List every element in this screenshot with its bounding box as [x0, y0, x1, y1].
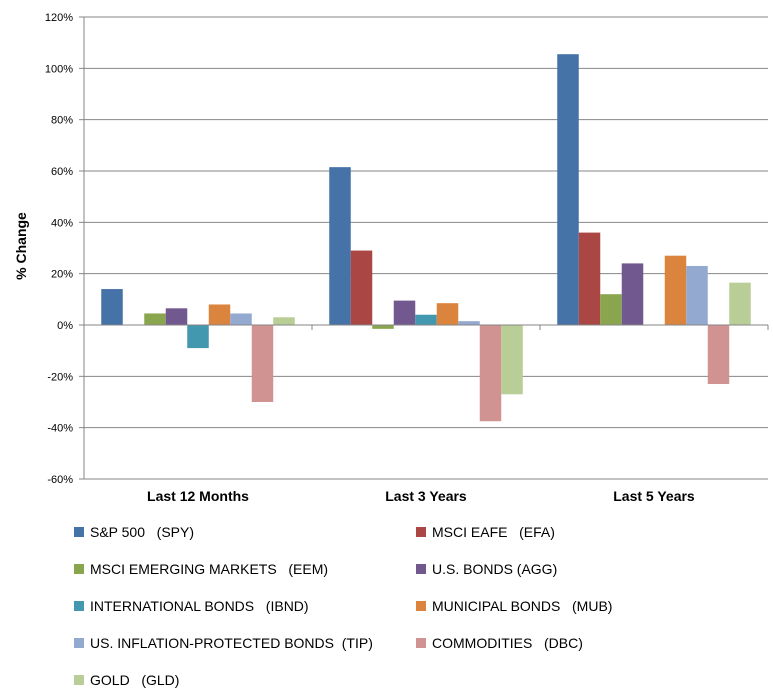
bar — [729, 282, 751, 325]
bars — [101, 54, 751, 422]
y-tick-label: 20% — [51, 269, 73, 281]
bar — [415, 314, 437, 325]
y-tick-label: -20% — [47, 371, 73, 383]
bar — [329, 167, 351, 325]
x-category-label: Last 5 Years — [613, 488, 695, 504]
legend-item: COMMODITIES (DBC) — [416, 635, 583, 651]
legend-swatch — [74, 675, 84, 685]
bar — [578, 232, 601, 325]
legend-item: INTERNATIONAL BONDS (IBND) — [74, 598, 309, 614]
y-tick-label: 0% — [57, 320, 73, 332]
y-tick-label: 40% — [51, 217, 73, 229]
bar — [372, 325, 394, 329]
bar — [621, 263, 644, 325]
legend-swatch — [416, 638, 426, 648]
legend-item: MUNICIPAL BONDS (MUB) — [416, 598, 612, 614]
y-tick-label: 120% — [45, 12, 73, 24]
legend-label: S&P 500 (SPY) — [90, 524, 195, 540]
legend-swatch — [74, 527, 84, 537]
bar — [101, 289, 123, 325]
bar — [436, 303, 459, 325]
y-tick-label: -40% — [47, 423, 73, 435]
legend-item: MSCI EAFE (EFA) — [416, 524, 555, 540]
legend-label: MSCI EMERGING MARKETS (EEM) — [90, 561, 329, 577]
legend-item: S&P 500 (SPY) — [74, 524, 194, 540]
bar — [165, 308, 188, 325]
bar — [251, 325, 274, 402]
legend-label: U.S. BONDS (AGG) — [432, 561, 558, 577]
legend-item: U.S. BONDS (AGG) — [416, 561, 557, 577]
y-axis-label: % Change — [13, 212, 29, 280]
legend-swatch — [74, 601, 84, 611]
legend-swatch — [416, 564, 426, 574]
bar — [208, 304, 231, 325]
y-tick-label: -60% — [47, 474, 73, 486]
y-axis-ticks: -60% -40% -20% 0% 20% 40% 60% 80% 100% 120% — [45, 12, 85, 486]
legend-label: MSCI EAFE (EFA) — [432, 524, 555, 540]
bar — [501, 325, 523, 395]
y-tick-label: 60% — [51, 166, 73, 178]
bar — [664, 255, 687, 325]
bar — [350, 250, 373, 325]
bar — [557, 54, 579, 325]
bar — [479, 325, 502, 422]
legend-label: GOLD (GLD) — [90, 672, 180, 688]
bar — [458, 321, 480, 325]
legend-label: INTERNATIONAL BONDS (IBND) — [90, 598, 309, 614]
bar-chart: -60% -40% -20% 0% 20% 40% 60% 80% 100% 120% Last … — [13, 12, 769, 504]
legend-label: COMMODITIES (DBC) — [432, 635, 583, 651]
bar — [187, 325, 209, 349]
x-category-label: Last 3 Years — [385, 488, 467, 504]
bar — [707, 325, 730, 385]
bar — [686, 265, 708, 325]
y-tick-label: 80% — [51, 115, 73, 127]
legend-label: MUNICIPAL BONDS (MUB) — [432, 598, 613, 614]
category-labels: Last 12 Months Last 3 Years Last 5 Years — [83, 325, 769, 504]
gridlines — [84, 16, 768, 480]
legend-item: US. INFLATION-PROTECTED BONDS (TIP) — [74, 635, 373, 651]
legend-item: MSCI EMERGING MARKETS (EEM) — [74, 561, 328, 577]
bar — [273, 317, 295, 325]
legend-item: GOLD (GLD) — [74, 672, 179, 688]
legend-swatch — [416, 601, 426, 611]
bar — [600, 294, 622, 325]
bar — [230, 313, 252, 325]
y-tick-label: 100% — [45, 63, 73, 75]
bar — [144, 313, 166, 325]
legend-swatch — [74, 564, 84, 574]
legend-label: US. INFLATION-PROTECTED BONDS (TIP) — [90, 635, 373, 651]
x-category-label: Last 12 Months — [147, 488, 249, 504]
legend-swatch — [74, 638, 84, 648]
bar — [393, 300, 416, 325]
legend-swatch — [416, 527, 426, 537]
